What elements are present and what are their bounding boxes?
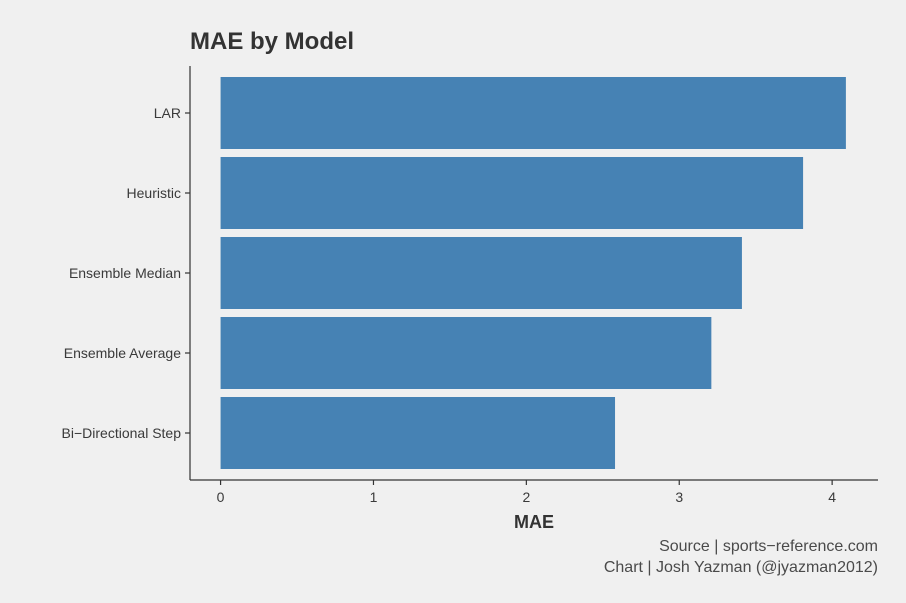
chart-title: MAE by Model [190,28,354,55]
caption-credit: Chart | Josh Yazman (@jyazman2012) [604,559,878,576]
bar [220,77,846,149]
x-axis-ticks: 0 1 2 3 4 [217,480,836,505]
y-tick-label: Bi−Directional Step [62,425,182,441]
x-tick-label: 3 [675,489,683,505]
x-tick-label: 1 [370,489,378,505]
y-tick-label: LAR [154,105,181,121]
y-axis-ticks: LAR Heuristic Ensemble Median Ensemble Aver… [62,105,190,441]
x-tick-label: 0 [217,489,225,505]
y-tick-label: Heuristic [127,185,181,201]
y-tick-label: Ensemble Average [64,345,181,361]
x-axis-title: MAE [514,512,554,532]
x-tick-label: 4 [828,489,836,505]
bar [220,397,616,469]
bars-layer [220,77,846,469]
caption-source: Source | sports−reference.com [659,538,878,555]
bar [220,237,742,309]
bar [220,317,712,389]
bar [220,157,804,229]
x-tick-label: 2 [522,489,530,505]
y-tick-label: Ensemble Median [69,265,181,281]
